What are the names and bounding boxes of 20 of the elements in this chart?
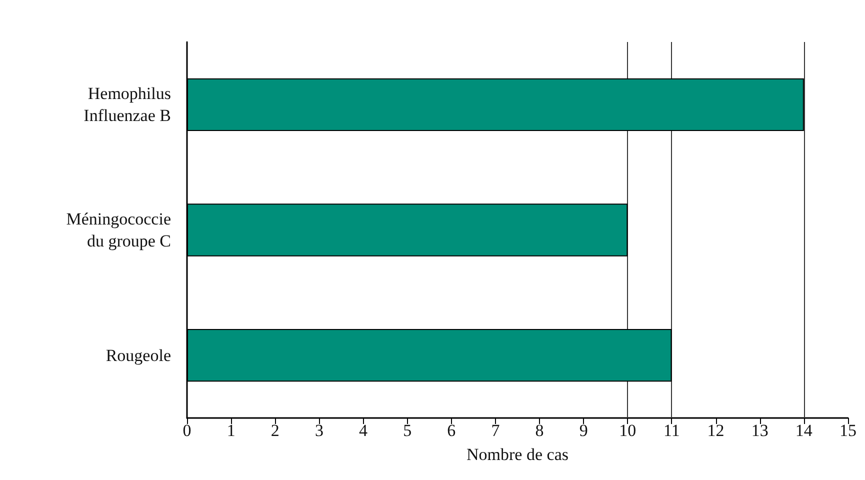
x-tick-label: 13 — [751, 421, 768, 440]
x-tick-label: 14 — [795, 421, 813, 440]
y-tick-label: Méningococcie du groupe C — [66, 210, 171, 250]
x-tick-label: 1 — [226, 421, 236, 440]
x-tick-label: 5 — [403, 421, 412, 440]
x-tick-label: 10 — [619, 421, 636, 440]
x-tick-label: 15 — [840, 421, 856, 440]
y-tick-label: Hemophilus Influenzae B — [84, 84, 171, 126]
x-tick-label: 9 — [579, 421, 588, 440]
x-tick-label: 3 — [314, 421, 324, 440]
x-tick-label: 8 — [535, 421, 544, 440]
x-tick-label: 11 — [664, 421, 680, 440]
x-tick-label: 6 — [447, 421, 456, 440]
y-tick-label: Rougeole — [106, 346, 171, 365]
x-axis-title: Nombre de cas — [466, 445, 568, 464]
x-tick-label: 0 — [182, 421, 192, 440]
x-tick-label: 12 — [707, 421, 724, 440]
x-tick-label: 4 — [359, 421, 368, 440]
x-tick-label: 2 — [270, 421, 280, 440]
x-tick-label: 7 — [491, 421, 500, 440]
